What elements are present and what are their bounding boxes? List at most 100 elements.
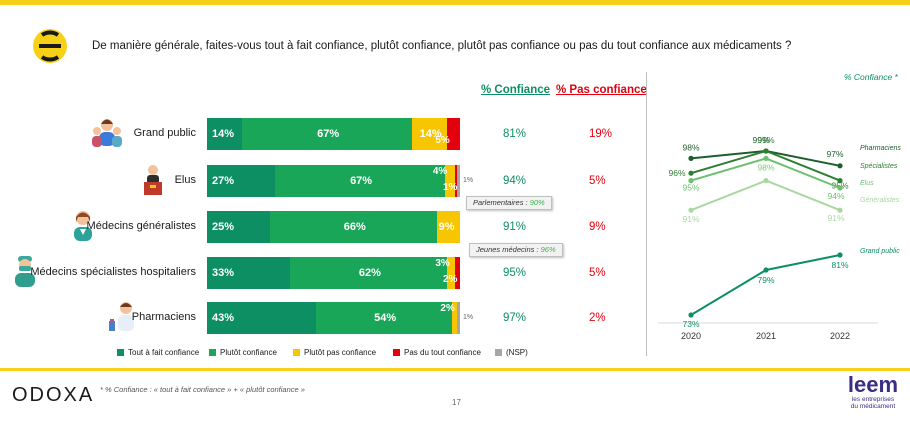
confiance-value: 81% bbox=[503, 128, 527, 140]
legend-label: (NSP) bbox=[506, 348, 528, 357]
point-label: 95% bbox=[682, 183, 699, 193]
nsp-label: 1% bbox=[463, 177, 474, 184]
bar-row: 33% 62% 3% 2% bbox=[207, 257, 460, 289]
pas-confiance-value: 5% bbox=[589, 267, 606, 279]
bar-row: 25% 66% 9% bbox=[207, 211, 460, 243]
point-label: 99% bbox=[757, 135, 774, 145]
series-line bbox=[690, 254, 841, 316]
bar-data-label: 4% bbox=[432, 166, 448, 177]
callout-jeunes-medecins: Jeunes médecins : 96% bbox=[469, 243, 563, 257]
trend-title: % Confiance * bbox=[844, 72, 899, 82]
bar-segment bbox=[290, 257, 448, 289]
legend-item: Plutôt pas confiance bbox=[293, 348, 376, 358]
point-label: 98% bbox=[682, 142, 699, 152]
data-point bbox=[763, 267, 769, 273]
data-point bbox=[688, 155, 694, 161]
confiance-value: 94% bbox=[503, 175, 527, 187]
legend-swatch bbox=[293, 349, 300, 356]
politician-podium-icon bbox=[136, 162, 170, 196]
series-name-label: Grand public bbox=[860, 248, 900, 255]
series-line bbox=[690, 179, 841, 212]
trend-line-chart: % Confiance * 2020 2021 2022 98% 99% 97% Pharma… bbox=[658, 72, 901, 341]
bar-data-label: 25% bbox=[212, 221, 235, 233]
bar-segment bbox=[270, 211, 438, 243]
callout-text: Jeunes médecins : bbox=[476, 245, 541, 254]
point-label: 91% bbox=[827, 213, 844, 223]
data-point bbox=[688, 207, 694, 213]
legend-swatch bbox=[495, 349, 502, 356]
bar-segment bbox=[207, 302, 316, 334]
bar-data-label: 33% bbox=[212, 267, 235, 279]
bar-data-label: 54% bbox=[374, 312, 397, 324]
bar-segment bbox=[457, 165, 460, 197]
nsp-label: 1% bbox=[463, 314, 474, 321]
data-point bbox=[688, 178, 694, 184]
point-label: 95% bbox=[757, 163, 774, 173]
bar-segment bbox=[411, 118, 448, 150]
bar-segment bbox=[447, 118, 460, 150]
bar-data-label: 14% bbox=[212, 128, 235, 140]
bar-row: 14% 67% 14% 5% bbox=[207, 118, 460, 150]
callout-text: Parlementaires : bbox=[473, 198, 530, 207]
data-point bbox=[837, 252, 843, 258]
row-label: Médecins spécialistes hospitaliers bbox=[30, 266, 196, 278]
doctor-icon bbox=[66, 208, 100, 242]
row-label: Pharmaciens bbox=[131, 311, 196, 323]
leem-wordmark: leem bbox=[847, 372, 899, 397]
point-label: 91% bbox=[682, 214, 699, 224]
data-point bbox=[763, 148, 769, 154]
point-label: 81% bbox=[831, 260, 848, 270]
bar-segment bbox=[454, 165, 458, 197]
series-name-label: Généralistes bbox=[860, 197, 900, 204]
point-label: 73% bbox=[682, 319, 699, 329]
callout-parlementaires: Parlementaires : 90% bbox=[466, 196, 552, 210]
leem-tagline-2: du médicament bbox=[850, 403, 896, 410]
legend-item: Pas du tout confiance bbox=[393, 348, 481, 358]
bar-data-label: 67% bbox=[350, 175, 373, 187]
bar-segment bbox=[242, 118, 412, 150]
legend-swatch bbox=[393, 349, 400, 356]
legend-item: Plutôt confiance bbox=[209, 348, 277, 358]
group-people-icon bbox=[90, 115, 124, 149]
bar-segment bbox=[457, 302, 460, 334]
legend-label: Pas du tout confiance bbox=[404, 348, 481, 357]
column-header-pas-confiance: % Pas confiance bbox=[556, 84, 647, 96]
series-name-label: Elus bbox=[860, 180, 874, 187]
bar-data-label: 2% bbox=[440, 303, 455, 314]
confiance-value: 95% bbox=[503, 267, 527, 279]
x-tick-label: 2021 bbox=[756, 331, 776, 341]
pas-confiance-value: 2% bbox=[589, 312, 606, 324]
pas-confiance-value: 5% bbox=[589, 175, 606, 187]
bar-segment bbox=[437, 211, 460, 243]
bar-row: 43% 54% 2% bbox=[207, 302, 460, 334]
legend-item: Tout à fait confiance bbox=[117, 348, 199, 358]
bar-segment bbox=[444, 165, 455, 197]
bar-data-label: 14% bbox=[419, 128, 442, 140]
bar-data-label: 2% bbox=[442, 274, 458, 285]
legend-item: (NSP) bbox=[495, 348, 528, 358]
bar-segment bbox=[207, 165, 276, 197]
x-tick-label: 2022 bbox=[830, 331, 850, 341]
pas-confiance-value: 9% bbox=[589, 221, 606, 233]
bar-data-label: 1% bbox=[442, 182, 458, 193]
point-label: 99% bbox=[752, 135, 769, 145]
data-point bbox=[763, 155, 769, 161]
bar-data-label: 67% bbox=[317, 128, 340, 140]
page-number: 17 bbox=[452, 398, 461, 407]
row-label: Elus bbox=[174, 174, 196, 186]
bottom-accent-bar bbox=[0, 368, 910, 371]
confiance-value: 91% bbox=[503, 221, 527, 233]
legend-label: Plutôt pas confiance bbox=[304, 348, 377, 357]
bar-segment bbox=[315, 302, 453, 334]
bar-segment bbox=[452, 302, 458, 334]
legend-swatch bbox=[117, 349, 124, 356]
bar-data-label: 9% bbox=[438, 221, 455, 233]
bar-data-label: 62% bbox=[358, 267, 381, 279]
odoxa-logo: ODOXA bbox=[12, 384, 95, 406]
bar-data-label: 5% bbox=[435, 135, 450, 146]
footnote: * % Confiance : « tout à fait confiance … bbox=[100, 385, 305, 394]
pas-confiance-value: 19% bbox=[589, 128, 613, 140]
legend-label: Tout à fait confiance bbox=[128, 348, 200, 357]
leem-logo: leem les entreprises du médicament bbox=[840, 372, 906, 411]
data-point bbox=[837, 163, 843, 169]
